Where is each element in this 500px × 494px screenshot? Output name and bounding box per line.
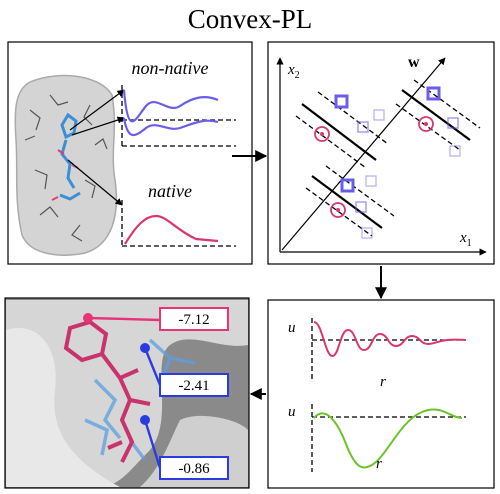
classifier-panel-g-rect: [447, 117, 459, 129]
docking-panel-rect: [159, 456, 229, 480]
classifier-panel-g-line: [413, 79, 481, 129]
features-panel-path: [122, 89, 219, 123]
native-label: native: [148, 181, 192, 201]
features-panel-g: [24, 94, 108, 242]
classifier-panel-g-rect: [361, 227, 373, 239]
docking-panel-rect: [159, 373, 229, 397]
classifier-panel-g: [301, 89, 471, 229]
classifier-panel-g-rect: [357, 121, 369, 133]
docking-panel-g: [63, 319, 151, 463]
features-panel-g-line: [69, 89, 125, 131]
classifier-panel: x2 x1 w: [267, 41, 495, 265]
classifier-panel-g-line: [301, 103, 377, 161]
docking-panel-g-line: [143, 419, 162, 469]
docking-panel-path: [6, 328, 120, 487]
features-panel-path: [14, 74, 118, 256]
docking-panel-g-line: [143, 347, 162, 386]
classifier-panel-g-circle: [424, 122, 428, 126]
features-panel-path: [122, 117, 219, 137]
docking-panel-circle: [140, 343, 150, 353]
features-panel-g-line: [67, 159, 123, 206]
classifier-panel-g-line: [295, 115, 367, 169]
docking-panel-g-line: [87, 316, 161, 322]
x-axis-label: x1: [459, 230, 472, 249]
normal-label: w: [408, 54, 420, 71]
classifier-panel-g-line: [401, 89, 471, 141]
u-label-top: u: [288, 320, 296, 336]
potentials-panel-path: [313, 408, 463, 469]
classifier-panel-g-line: [311, 175, 383, 229]
docking-panel-g-path: [84, 338, 196, 462]
classifier-panel-g-rect: [355, 201, 367, 213]
classifier-panel-g-line: [325, 165, 395, 217]
classifier-panel-g-circle: [314, 126, 330, 142]
x-axis-base: x: [459, 230, 467, 246]
docking-panel-g: [87, 316, 162, 469]
features-panel-g: [67, 89, 125, 206]
features-panel-g-path: [24, 94, 108, 242]
classifier-panel-g-rect: [426, 86, 441, 101]
r-label-bottom: r: [376, 456, 382, 472]
classifier-panel-g: [314, 116, 434, 218]
classifier-panel-g: [334, 86, 461, 239]
y-axis-base: x: [287, 62, 295, 78]
classifier-panel-g: [320, 122, 428, 212]
classifier-panel-g-rect: [334, 94, 349, 109]
classifier-panel-g-line: [395, 103, 461, 151]
r-label-top: r: [380, 374, 386, 390]
classifier-panel-line: [281, 57, 446, 251]
docking-panel-g: [84, 338, 196, 462]
classifier-panel-g-line: [317, 91, 389, 145]
classifier-panel-g-circle: [320, 132, 324, 136]
docking-panel-circle: [140, 415, 150, 425]
features-panel-path: [124, 214, 219, 245]
u-label-bottom: u: [288, 404, 296, 420]
classifier-panel-g-rect: [365, 175, 377, 187]
title: Convex-PL: [188, 4, 313, 34]
docking-panel-g-path: [63, 319, 151, 463]
non-native-label: non-native: [132, 58, 209, 78]
potentials-panel: u r u r: [267, 299, 495, 489]
x-axis-sub: 1: [467, 238, 472, 249]
features-panel-g-line: [71, 116, 125, 136]
y-axis-label: x2: [287, 62, 300, 81]
classifier-panel-g: [295, 79, 481, 237]
docking-panel-rect: [159, 307, 229, 331]
docking-panel: -7.12 -2.41 -0.86: [4, 297, 250, 489]
potentials-panel-path: [313, 321, 467, 357]
classifier-panel-g-rect: [340, 178, 355, 193]
classifier-panel-g-circle: [418, 116, 434, 132]
classifier-panel-g-circle: [330, 202, 346, 218]
y-axis-sub: 2: [295, 70, 300, 81]
features-panel: non-native native: [7, 41, 253, 265]
score-label: -2.41: [178, 378, 209, 394]
classifier-panel-g-circle: [336, 208, 340, 212]
score-label: -7.12: [178, 312, 209, 328]
classifier-panel-g-rect: [373, 109, 385, 121]
flow-arrows: [232, 150, 387, 400]
classifier-panel-g-rect: [449, 145, 461, 157]
score-label: -0.86: [178, 461, 210, 477]
classifier-panel-g-line: [305, 187, 373, 237]
docking-panel-circle: [83, 313, 93, 323]
